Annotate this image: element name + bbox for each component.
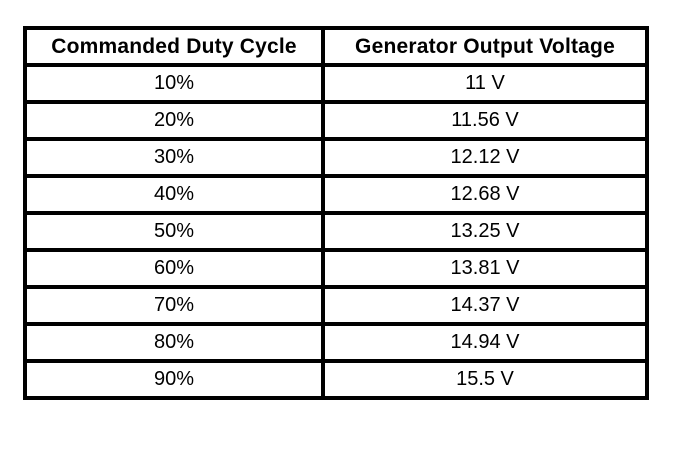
table-row: 10% 11 V — [23, 63, 649, 104]
column-header-output-voltage: Generator Output Voltage — [321, 26, 649, 67]
voltage-cell: 13.25 V — [321, 211, 649, 252]
voltage-cell: 12.12 V — [321, 137, 649, 178]
table-row: 60% 13.81 V — [23, 248, 649, 289]
duty-cycle-cell: 50% — [23, 211, 325, 252]
duty-cycle-cell: 70% — [23, 285, 325, 326]
table-row: 80% 14.94 V — [23, 322, 649, 363]
table-row: 40% 12.68 V — [23, 174, 649, 215]
duty-cycle-cell: 30% — [23, 137, 325, 178]
voltage-cell: 11 V — [321, 63, 649, 104]
voltage-cell: 15.5 V — [321, 359, 649, 400]
table-row: 50% 13.25 V — [23, 211, 649, 252]
table-row: 90% 15.5 V — [23, 359, 649, 400]
voltage-cell: 14.37 V — [321, 285, 649, 326]
header-row: Commanded Duty Cycle Generator Output Vo… — [23, 26, 649, 67]
table-row: 20% 11.56 V — [23, 100, 649, 141]
duty-cycle-voltage-table: Commanded Duty Cycle Generator Output Vo… — [23, 26, 649, 400]
table-row: 70% 14.37 V — [23, 285, 649, 326]
table-body: 10% 11 V 20% 11.56 V 30% 12.12 V 40% 12.68 V 50%… — [23, 63, 649, 400]
voltage-cell: 12.68 V — [321, 174, 649, 215]
voltage-cell: 14.94 V — [321, 322, 649, 363]
duty-cycle-cell: 90% — [23, 359, 325, 400]
voltage-cell: 13.81 V — [321, 248, 649, 289]
table-row: 30% 12.12 V — [23, 137, 649, 178]
voltage-cell: 11.56 V — [321, 100, 649, 141]
duty-cycle-cell: 40% — [23, 174, 325, 215]
duty-cycle-cell: 20% — [23, 100, 325, 141]
column-header-duty-cycle: Commanded Duty Cycle — [23, 26, 325, 67]
duty-cycle-cell: 80% — [23, 322, 325, 363]
duty-cycle-cell: 60% — [23, 248, 325, 289]
duty-cycle-cell: 10% — [23, 63, 325, 104]
